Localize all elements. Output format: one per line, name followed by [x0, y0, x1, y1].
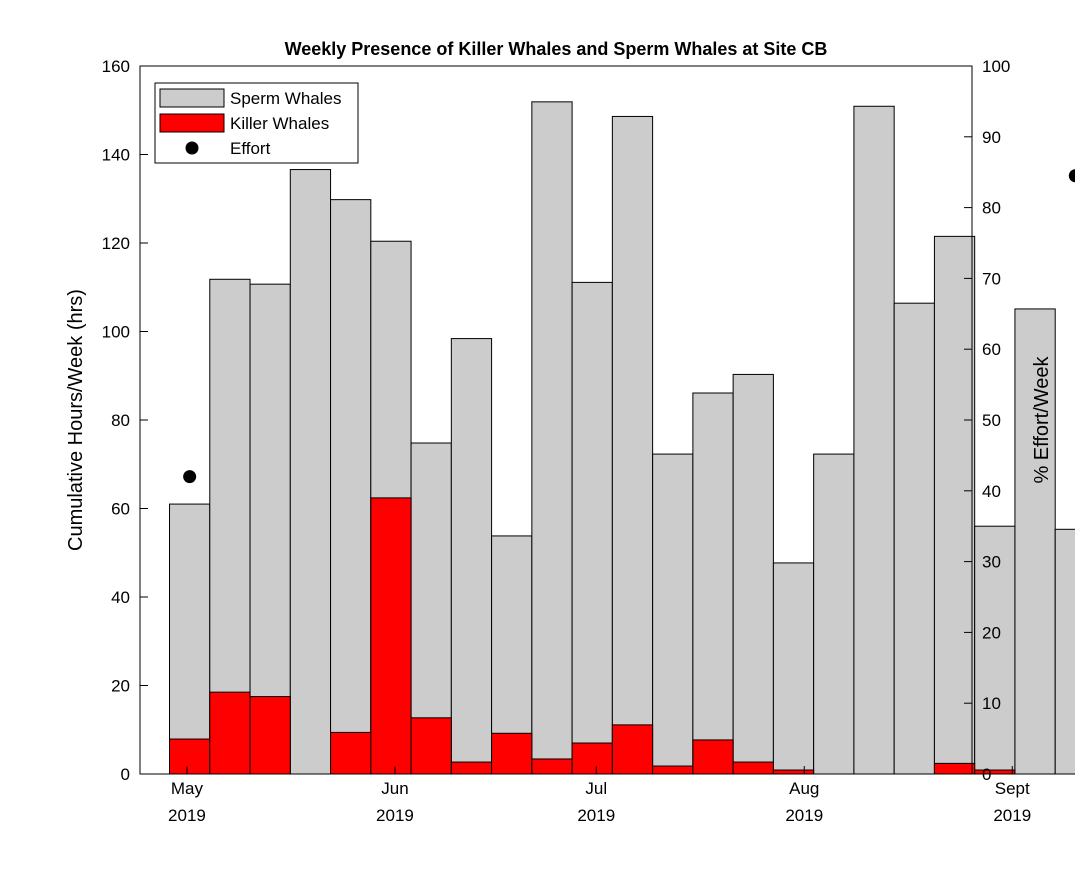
- y-tick-label-right: 30: [982, 553, 1001, 572]
- killer-whale-bar: [330, 731, 372, 775]
- sperm-whale-bar: [933, 235, 976, 775]
- sperm-whale-bar: [169, 503, 211, 775]
- killer-whale-bar: [772, 769, 815, 775]
- legend: Sperm Whales Killer Whales Effort: [154, 82, 359, 164]
- sperm-whale-bar: [330, 199, 372, 775]
- y-tick-label-left: 100: [102, 323, 130, 342]
- y-tick-label-right: 70: [982, 269, 1001, 288]
- x-tick-label-month: Aug: [789, 779, 819, 798]
- y-axis-label-left: Cumulative Hours/Week (hrs): [65, 289, 87, 551]
- legend-swatch: [159, 88, 225, 108]
- x-tick-label-month: Sept: [995, 779, 1030, 798]
- sperm-whale-bar: [732, 373, 774, 775]
- y-tick-label-left: 80: [111, 411, 130, 430]
- killer-whale-bar: [450, 761, 493, 775]
- sperm-whale-bar: [571, 281, 613, 775]
- y-tick-label-right: 20: [982, 623, 1001, 642]
- y-tick-label-left: 120: [102, 234, 130, 253]
- sperm-whale-bar: [893, 302, 935, 775]
- killer-whale-bar: [531, 758, 573, 775]
- sperm-whale-bar: [531, 101, 573, 775]
- y-tick-label-left: 140: [102, 146, 130, 165]
- killer-whale-bar: [169, 738, 211, 775]
- y-tick-label-right: 100: [982, 57, 1010, 76]
- sperm-whale-bar: [289, 169, 332, 775]
- killer-whale-bar: [571, 742, 613, 775]
- y-tick-label-right: 10: [982, 694, 1001, 713]
- killer-whale-bar: [652, 765, 694, 775]
- x-tick-label-month: May: [171, 779, 204, 798]
- sperm-whale-bar: [813, 453, 855, 775]
- sperm-whale-bar: [692, 392, 734, 775]
- y-axis-label-right: % Effort/Week: [1031, 355, 1053, 483]
- y-tick-label-right: 90: [982, 128, 1001, 147]
- x-tick-label-year: 2019: [168, 806, 206, 825]
- legend-label: Sperm Whales: [230, 89, 341, 108]
- killer-whale-bar: [249, 696, 291, 775]
- y-tick-label-right: 80: [982, 199, 1001, 218]
- x-tick-label-month: Jun: [381, 779, 408, 798]
- y-tick-label-left: 40: [111, 588, 130, 607]
- y-tick-label-left: 60: [111, 500, 130, 519]
- y-tick-label-left: 20: [111, 677, 130, 696]
- sperm-whale-bar: [974, 525, 1016, 775]
- sperm-whale-bar: [249, 283, 291, 775]
- y-tick-label-right: 0: [982, 765, 991, 784]
- sperm-whale-bar: [1014, 308, 1056, 775]
- chart-title: Weekly Presence of Killer Whales and Spe…: [285, 39, 828, 59]
- sperm-whale-bar: [1054, 528, 1075, 775]
- killer-whale-bar: [692, 739, 734, 775]
- killer-whale-bar: [209, 691, 251, 775]
- effort-point: [183, 470, 197, 484]
- x-tick-label-month: Jul: [585, 779, 607, 798]
- sperm-whale-bar: [772, 562, 815, 775]
- legend-marker: [185, 141, 199, 155]
- y-tick-label-right: 50: [982, 411, 1001, 430]
- sperm-whale-bar: [209, 278, 251, 775]
- legend-label: Effort: [230, 139, 271, 158]
- sperm-whale-bar: [611, 115, 654, 775]
- killer-whale-bar: [410, 717, 452, 775]
- legend-swatch: [159, 113, 225, 133]
- killer-whale-bar: [732, 761, 774, 775]
- sperm-whale-bar: [450, 338, 493, 775]
- killer-whale-bar: [611, 724, 654, 775]
- legend-label: Killer Whales: [230, 114, 329, 133]
- y-tick-label-left: 0: [121, 765, 130, 784]
- sperm-whale-bar: [652, 453, 694, 775]
- killer-whale-bar: [491, 732, 533, 775]
- killer-whale-bar: [370, 497, 412, 775]
- y-tick-label-left: 160: [102, 57, 130, 76]
- y-tick-label-right: 40: [982, 482, 1001, 501]
- killer-whale-bar: [933, 762, 976, 775]
- effort-point: [1068, 169, 1075, 183]
- killer-whale-bar: [974, 769, 1016, 775]
- x-tick-label-year: 2019: [376, 806, 414, 825]
- x-tick-label-year: 2019: [577, 806, 615, 825]
- x-tick-label-year: 2019: [785, 806, 823, 825]
- sperm-whale-bar: [853, 105, 895, 775]
- y-tick-label-right: 60: [982, 340, 1001, 359]
- x-tick-label-year: 2019: [993, 806, 1031, 825]
